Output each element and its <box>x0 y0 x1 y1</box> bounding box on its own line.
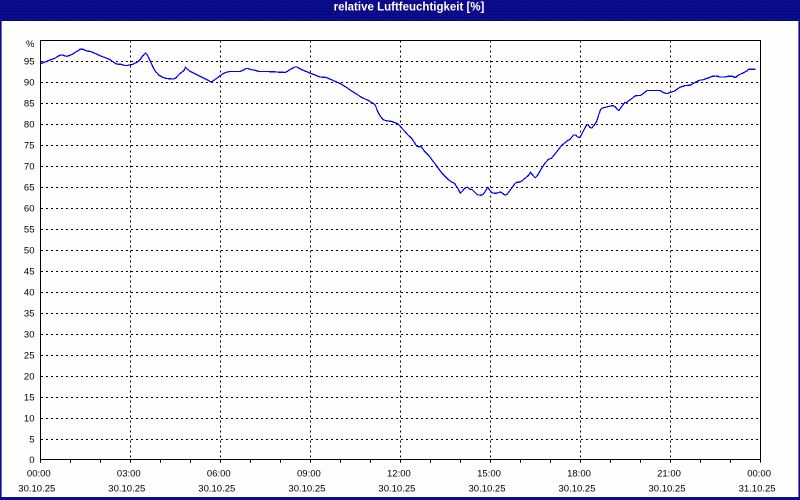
svg-text:06:00: 06:00 <box>207 469 231 480</box>
svg-text:80: 80 <box>24 120 35 131</box>
svg-text:30.10.25: 30.10.25 <box>288 484 325 495</box>
svg-text:30.10.25: 30.10.25 <box>469 484 506 495</box>
svg-text:30.10.25: 30.10.25 <box>559 484 596 495</box>
svg-text:5: 5 <box>29 435 34 446</box>
svg-text:15:00: 15:00 <box>477 469 501 480</box>
svg-text:03:00: 03:00 <box>117 469 141 480</box>
svg-text:30.10.25: 30.10.25 <box>378 484 415 495</box>
svg-text:00:00: 00:00 <box>27 469 51 480</box>
svg-text:12:00: 12:00 <box>387 469 411 480</box>
svg-text:40: 40 <box>24 288 35 299</box>
svg-text:70: 70 <box>24 162 35 173</box>
svg-text:21:00: 21:00 <box>657 469 681 480</box>
svg-text:60: 60 <box>24 204 35 215</box>
svg-text:10: 10 <box>24 414 35 425</box>
svg-text:30.10.25: 30.10.25 <box>198 484 235 495</box>
svg-text:0: 0 <box>29 455 34 466</box>
svg-text:15: 15 <box>24 393 35 404</box>
svg-text:30.10.25: 30.10.25 <box>649 484 686 495</box>
svg-text:55: 55 <box>24 225 35 236</box>
svg-text:%: % <box>26 39 35 50</box>
svg-text:relative Luftfeuchtigkeit [%]: relative Luftfeuchtigkeit [%] <box>334 1 485 13</box>
svg-text:65: 65 <box>24 183 35 194</box>
svg-text:30.10.25: 30.10.25 <box>18 484 55 495</box>
svg-text:30.10.25: 30.10.25 <box>108 484 145 495</box>
svg-text:90: 90 <box>24 78 35 89</box>
svg-text:09:00: 09:00 <box>297 469 321 480</box>
svg-text:75: 75 <box>24 141 35 152</box>
svg-text:50: 50 <box>24 246 35 257</box>
svg-text:20: 20 <box>24 372 35 383</box>
svg-text:45: 45 <box>24 267 35 278</box>
svg-text:31.10.25: 31.10.25 <box>739 484 776 495</box>
svg-text:95: 95 <box>24 57 35 68</box>
svg-text:18:00: 18:00 <box>567 469 591 480</box>
svg-text:85: 85 <box>24 99 35 110</box>
svg-text:00:00: 00:00 <box>747 469 771 480</box>
svg-text:30: 30 <box>24 330 35 341</box>
svg-text:25: 25 <box>24 351 35 362</box>
svg-text:35: 35 <box>24 309 35 320</box>
